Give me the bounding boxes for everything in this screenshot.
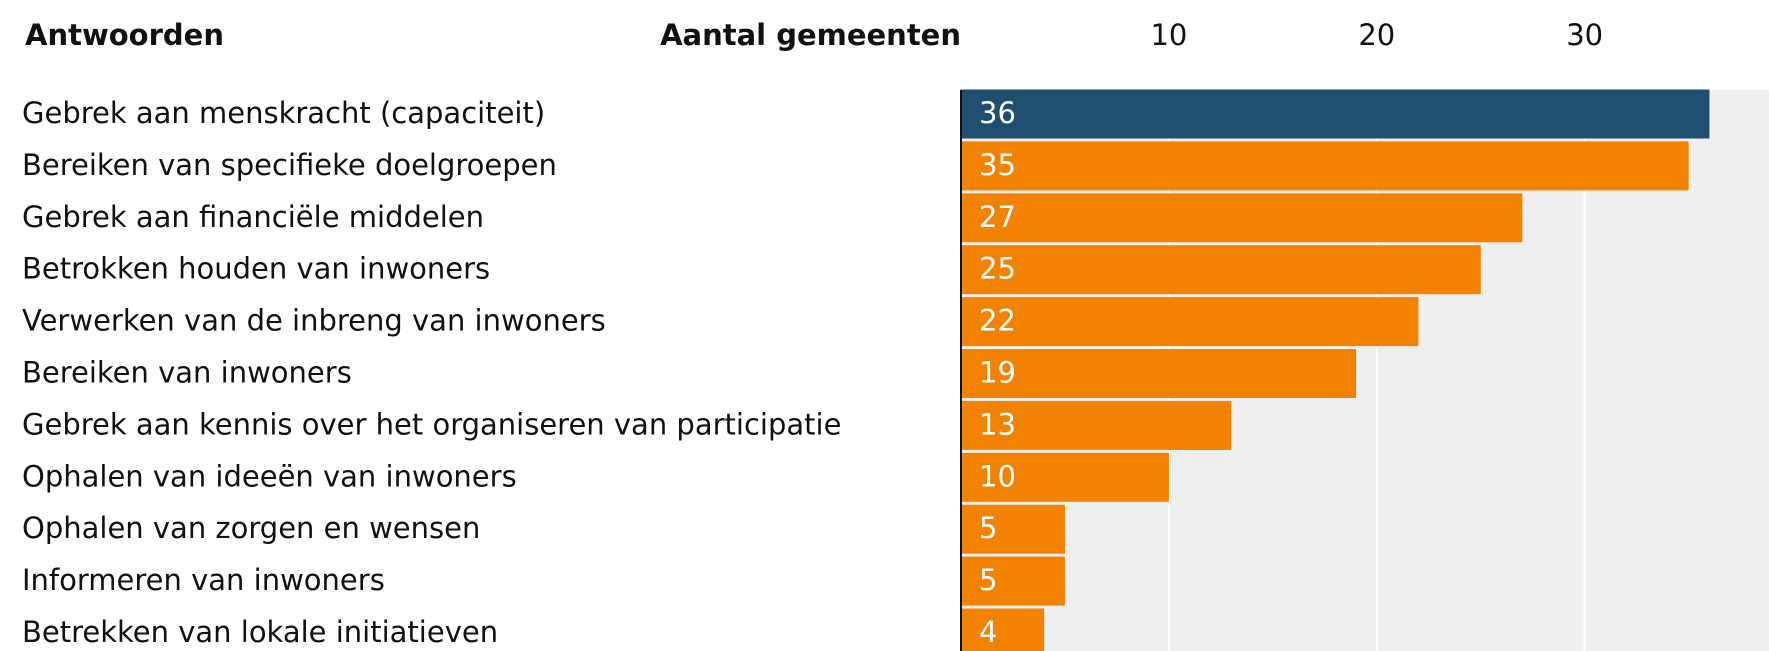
y-axis-title: Antwoorden bbox=[25, 18, 224, 52]
bar bbox=[961, 400, 1232, 450]
category-label: Verwerken van de inbreng van inwoners bbox=[22, 304, 606, 338]
category-label: Bereiken van specifieke doelgroepen bbox=[22, 148, 557, 182]
category-label: Gebrek aan financiële middelen bbox=[22, 200, 484, 234]
category-label: Gebrek aan kennis over het organiseren v… bbox=[22, 407, 841, 441]
category-label: Informeren van inwoners bbox=[22, 563, 385, 597]
x-tick-label: 10 bbox=[1150, 18, 1187, 52]
bar bbox=[961, 608, 1045, 651]
bar bbox=[961, 297, 1419, 347]
value-label: 25 bbox=[979, 252, 1016, 286]
category-label: Betrekken van lokale initiatieven bbox=[22, 615, 498, 649]
category-label: Betrokken houden van inwoners bbox=[22, 252, 490, 286]
value-label: 5 bbox=[979, 511, 997, 545]
value-label: 22 bbox=[979, 304, 1016, 338]
bar bbox=[961, 141, 1689, 191]
x-tick-label: 20 bbox=[1358, 18, 1395, 52]
value-label: 19 bbox=[979, 356, 1016, 390]
value-label: 4 bbox=[979, 615, 997, 649]
bar bbox=[961, 452, 1169, 502]
value-label: 5 bbox=[979, 563, 997, 597]
x-tick-label: 30 bbox=[1566, 18, 1603, 52]
category-label: Gebrek aan menskracht (capaciteit) bbox=[22, 96, 545, 130]
value-label: 10 bbox=[979, 459, 1016, 493]
bar bbox=[961, 245, 1481, 295]
category-label: Ophalen van ideeën van inwoners bbox=[22, 459, 517, 493]
value-label: 27 bbox=[979, 200, 1016, 234]
bar bbox=[961, 193, 1523, 243]
bar bbox=[961, 89, 1710, 139]
category-label: Bereiken van inwoners bbox=[22, 356, 352, 390]
category-label: Ophalen van zorgen en wensen bbox=[22, 511, 480, 545]
value-label: 36 bbox=[979, 96, 1016, 130]
bar bbox=[961, 556, 1065, 606]
value-label: 13 bbox=[979, 407, 1016, 441]
value-label: 35 bbox=[979, 148, 1016, 182]
bar bbox=[961, 349, 1357, 398]
x-axis-title: Aantal gemeenten bbox=[660, 18, 961, 52]
bar bbox=[961, 504, 1065, 554]
